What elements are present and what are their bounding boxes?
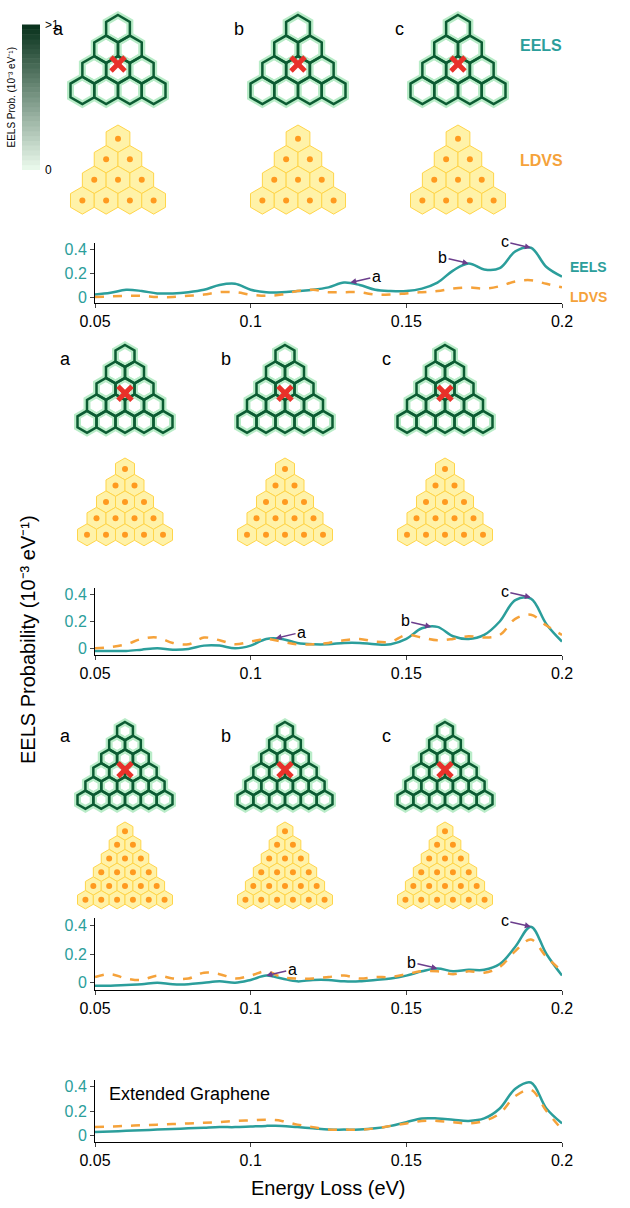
svg-text:b: b xyxy=(221,349,231,369)
svg-text:0.05: 0.05 xyxy=(79,665,110,682)
svg-text:0: 0 xyxy=(78,1127,87,1144)
svg-text:0.05: 0.05 xyxy=(79,1000,110,1017)
svg-text:b: b xyxy=(221,726,231,746)
svg-text:a: a xyxy=(372,268,381,285)
svg-text:0.1: 0.1 xyxy=(240,665,262,682)
svg-text:LDVS: LDVS xyxy=(570,289,607,305)
svg-text:c: c xyxy=(501,912,509,929)
svg-text:EELS Prob. (10⁻³ eV⁻¹): EELS Prob. (10⁻³ eV⁻¹) xyxy=(6,47,17,147)
svg-text:a: a xyxy=(60,349,71,369)
svg-text:0.2: 0.2 xyxy=(65,946,87,963)
svg-text:0.2: 0.2 xyxy=(551,1000,573,1017)
svg-text:a: a xyxy=(60,726,71,746)
svg-text:c: c xyxy=(382,349,391,369)
svg-text:Extended Graphene: Extended Graphene xyxy=(109,1084,270,1104)
svg-text:0.2: 0.2 xyxy=(551,665,573,682)
svg-text:0.05: 0.05 xyxy=(79,1152,110,1169)
svg-text:0: 0 xyxy=(78,974,87,991)
svg-text:c: c xyxy=(382,726,391,746)
svg-text:a: a xyxy=(288,961,297,978)
svg-text:0.05: 0.05 xyxy=(79,313,110,330)
svg-text:0.2: 0.2 xyxy=(551,1152,573,1169)
svg-text:0: 0 xyxy=(78,640,87,657)
svg-text:0.4: 0.4 xyxy=(65,241,87,258)
svg-text:c: c xyxy=(395,19,404,39)
svg-text:b: b xyxy=(234,19,244,39)
svg-text:EELS: EELS xyxy=(570,259,607,275)
svg-text:0.4: 0.4 xyxy=(65,1078,87,1095)
svg-text:b: b xyxy=(407,954,416,971)
svg-text:0.2: 0.2 xyxy=(65,265,87,282)
svg-text:0.1: 0.1 xyxy=(240,1152,262,1169)
svg-text:0.1: 0.1 xyxy=(240,313,262,330)
svg-text:0.15: 0.15 xyxy=(391,313,422,330)
svg-text:0: 0 xyxy=(78,289,87,306)
svg-text:0.2: 0.2 xyxy=(65,613,87,630)
svg-text:0.4: 0.4 xyxy=(65,586,87,603)
svg-text:a: a xyxy=(297,624,306,641)
svg-text:0: 0 xyxy=(45,163,52,177)
svg-text:c: c xyxy=(501,583,509,600)
svg-text:0.2: 0.2 xyxy=(65,1103,87,1120)
svg-text:a: a xyxy=(53,19,64,39)
svg-text:0.15: 0.15 xyxy=(391,665,422,682)
svg-text:Energy Loss (eV): Energy Loss (eV) xyxy=(251,1177,406,1199)
svg-text:b: b xyxy=(438,249,447,266)
svg-text:>1: >1 xyxy=(45,18,59,32)
svg-text:c: c xyxy=(501,233,509,250)
svg-text:0.2: 0.2 xyxy=(551,313,573,330)
svg-text:0.15: 0.15 xyxy=(391,1000,422,1017)
svg-text:0.15: 0.15 xyxy=(391,1152,422,1169)
svg-text:b: b xyxy=(401,612,410,629)
svg-text:EELS Probability (10⁻³ eV⁻¹): EELS Probability (10⁻³ eV⁻¹) xyxy=(17,515,39,764)
svg-text:EELS: EELS xyxy=(520,37,562,54)
svg-text:LDVS: LDVS xyxy=(520,152,563,169)
svg-text:0.1: 0.1 xyxy=(240,1000,262,1017)
svg-text:0.4: 0.4 xyxy=(65,917,87,934)
